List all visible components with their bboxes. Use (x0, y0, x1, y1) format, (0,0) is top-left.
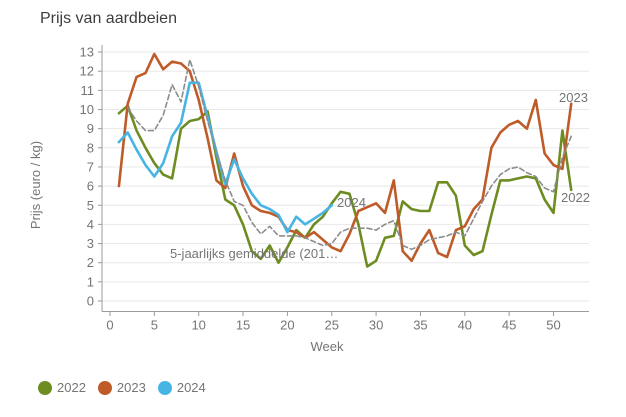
svg-text:10: 10 (80, 102, 94, 117)
svg-text:12: 12 (80, 64, 94, 79)
legend-item-2024[interactable]: 2024 (157, 380, 206, 395)
y-axis-label: Prijs (euro / kg) (28, 140, 43, 230)
svg-text:50: 50 (546, 318, 560, 333)
svg-text:8: 8 (87, 140, 94, 155)
svg-text:20: 20 (280, 318, 294, 333)
legend-label-2022: 2022 (57, 380, 86, 395)
x-axis-label: Week (310, 339, 344, 354)
svg-text:6: 6 (87, 179, 94, 194)
legend-swatch-2022-icon (38, 380, 52, 395)
chart-title: Prijs van aardbeien (40, 10, 177, 27)
svg-text:2: 2 (87, 255, 94, 270)
svg-text:9: 9 (87, 121, 94, 136)
svg-text:30: 30 (369, 318, 383, 333)
svg-text:0: 0 (106, 318, 113, 333)
legend-swatch-2024-icon (157, 380, 172, 395)
svg-text:3: 3 (87, 236, 94, 251)
legend: 2022 2023 2024 (38, 380, 206, 395)
svg-text:10: 10 (191, 318, 205, 333)
svg-text:45: 45 (502, 318, 516, 333)
svg-text:13: 13 (80, 45, 94, 60)
legend-label-2024: 2024 (176, 380, 206, 395)
line-label-2024: 2024 (337, 195, 366, 210)
svg-text:4: 4 (87, 217, 94, 232)
line-label-2022: 2022 (561, 190, 590, 205)
legend-label-2023: 2023 (116, 380, 146, 395)
legend-swatch-2023-icon (97, 380, 112, 395)
line-label-2023: 2023 (559, 90, 588, 105)
legend-item-2023[interactable]: 2023 (97, 380, 146, 395)
svg-text:25: 25 (325, 318, 339, 333)
legend-item-2022[interactable]: 2022 (38, 380, 86, 395)
svg-text:15: 15 (236, 318, 250, 333)
svg-text:40: 40 (458, 318, 472, 333)
svg-text:0: 0 (87, 294, 94, 309)
svg-text:35: 35 (413, 318, 427, 333)
annotation-5yr-average: 5-jaarlijks gemiddelde (201… (170, 246, 339, 261)
svg-text:5: 5 (151, 318, 158, 333)
svg-text:5: 5 (87, 198, 94, 213)
svg-text:7: 7 (87, 159, 94, 174)
svg-text:1: 1 (87, 274, 94, 289)
svg-text:11: 11 (81, 83, 95, 98)
